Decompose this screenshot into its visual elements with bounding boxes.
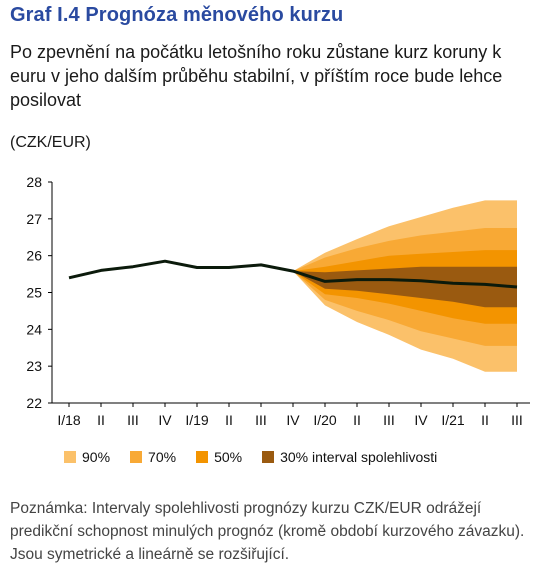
y-tick-label: 23: [26, 358, 42, 374]
x-tick-label: III: [255, 412, 267, 428]
legend: 90% 70% 50% 30% interval spolehlivosti: [64, 447, 457, 467]
footnote: Poznámka: Intervaly spolehlivosti prognó…: [10, 500, 525, 563]
legend-swatch: [196, 451, 209, 463]
y-tick-label: 27: [26, 211, 42, 227]
y-tick-label: 25: [26, 285, 42, 301]
x-tick-label: II: [353, 412, 361, 428]
x-tick-label: II: [225, 412, 233, 428]
legend-item: 90%: [64, 449, 110, 465]
legend-swatch: [130, 451, 143, 463]
x-tick-label: I/19: [185, 412, 209, 428]
legend-item: 30% interval spolehlivosti: [262, 449, 437, 465]
y-tick-label: 26: [26, 248, 42, 264]
x-tick-label: III: [383, 412, 395, 428]
legend-label: 50%: [214, 449, 243, 465]
legend-swatch: [262, 451, 275, 463]
x-tick-label: I/18: [57, 412, 81, 428]
y-axis-unit: (CZK/EUR): [10, 134, 91, 151]
exchange-rate-line: [68, 259, 518, 289]
legend-label: 30% interval spolehlivosti: [280, 449, 438, 465]
x-tick-label: IV: [414, 412, 428, 428]
x-tick-label: III: [511, 412, 523, 428]
fan-band-30pct: [293, 266, 517, 308]
legend-item: 50%: [196, 449, 242, 465]
legend-label: 90%: [82, 449, 111, 465]
chart-title: Graf I.4 Prognóza měnového kurzu: [10, 4, 344, 26]
x-tick-label: I/21: [441, 412, 465, 428]
y-tick-label: 24: [26, 321, 42, 337]
legend-swatch: [64, 451, 76, 463]
legend-label: 70%: [148, 449, 177, 465]
y-tick-label: 22: [26, 395, 42, 411]
x-tick-label: II: [97, 412, 105, 428]
chart-subtitle: Po zpevnění na počátku letošního roku zů…: [10, 42, 503, 110]
x-tick-label: I/20: [313, 412, 337, 428]
x-tick-label: IV: [158, 412, 172, 428]
legend-item: 70%: [130, 449, 176, 465]
y-tick-label: 28: [26, 174, 42, 190]
x-tick-label: III: [127, 412, 139, 428]
x-tick-label: II: [481, 412, 489, 428]
x-tick-label: IV: [286, 412, 300, 428]
